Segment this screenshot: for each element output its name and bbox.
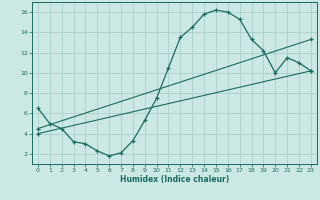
X-axis label: Humidex (Indice chaleur): Humidex (Indice chaleur) [120,175,229,184]
